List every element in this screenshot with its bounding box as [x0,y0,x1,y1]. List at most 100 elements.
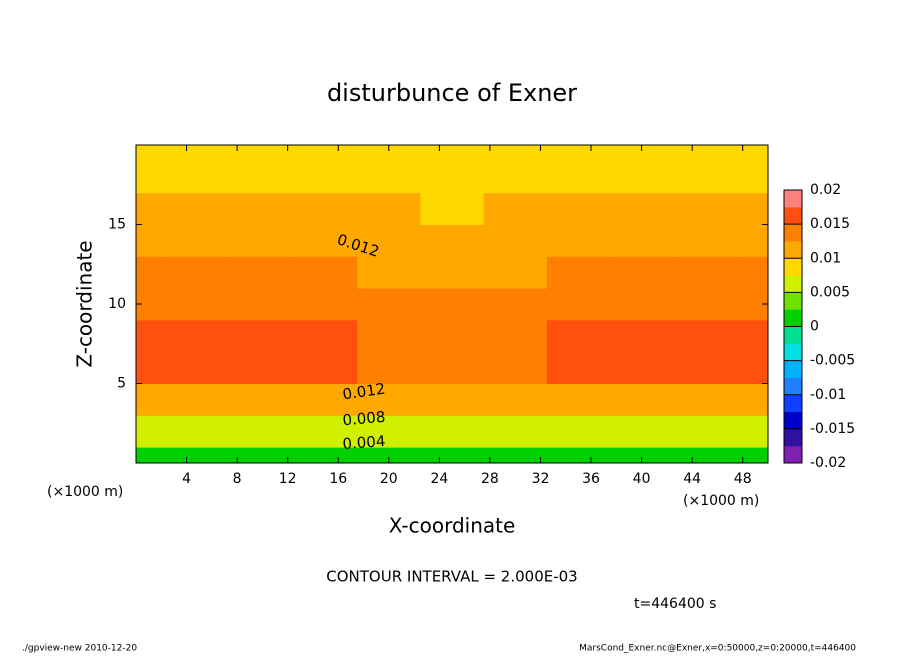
field-cell [546,288,611,321]
field-cell [483,145,548,162]
field-cell [420,145,485,162]
field-cell [167,256,232,289]
field-cell [294,192,358,225]
field-cell [420,160,485,194]
colorbar-band [784,377,802,396]
field-cell [294,351,358,384]
field-cell [294,145,358,162]
colorbar-tick-label: -0.02 [810,455,846,471]
colorbar-band [784,292,802,310]
field-cell [294,447,358,464]
field-cell [136,224,169,257]
contour-interval: CONTOUR INTERVAL = 2.000E-03 [326,568,577,586]
field-cell [546,224,611,257]
colorbar-band [784,241,802,259]
field-cell [230,288,295,321]
field-cell [136,256,169,289]
field-cell [546,447,611,464]
colorbar-band [784,411,802,430]
field-cell [546,192,611,225]
field-cell [167,224,232,257]
field-cell [483,288,548,321]
field-cell [136,447,169,464]
field-cell [546,415,611,448]
field-cell [420,192,485,225]
field-cell [483,351,548,384]
field-cell [546,145,611,162]
colorbar-tick-label: 0 [810,319,819,335]
field-cell [230,447,295,464]
field-cell [230,192,295,225]
colorbar-tick-label: -0.015 [810,421,855,437]
field-cell [420,224,485,257]
field-cell [610,415,674,448]
field-cell [736,145,769,162]
colorbar-band [784,326,802,344]
colorbar-band [784,428,802,447]
field-cell [357,256,421,289]
time-label: t=446400 s [634,596,716,612]
field-cell [736,256,769,289]
y-axis-label: Z-coordinate [73,240,97,367]
contour-label: 0.008 [342,408,386,430]
colorbar-tick-label: -0.005 [810,353,855,369]
field-cell [136,383,169,416]
field-cell [420,383,485,416]
field-cell [673,224,737,257]
field-cell [610,192,674,225]
field-cell [357,224,421,257]
field-cell [294,383,358,416]
x-tick-label: 24 [430,471,448,487]
field-cell [230,145,295,162]
field-cell [673,383,737,416]
field-cell [136,351,169,384]
field-cell [420,256,485,289]
field-cell [483,192,548,225]
field-cell [294,288,358,321]
field-cell [736,383,769,416]
x-tick-label: 48 [734,471,752,487]
chart-title: disturbunce of Exner [327,79,577,107]
contour-label: 0.004 [342,432,386,453]
colorbar-band [784,394,802,413]
field-cell [420,288,485,321]
field-cell [483,319,548,353]
field-cell [230,319,295,353]
field-cell [610,447,674,464]
field-cell [357,160,421,194]
field-cell [483,447,548,464]
field-cell [673,447,737,464]
colorbar-band [784,360,802,378]
field-cell [673,351,737,384]
field-cell [736,192,769,225]
field-cell [230,256,295,289]
field-cell [546,319,611,353]
colorbar-tick-label: -0.01 [810,387,846,403]
x-tick-label: 44 [683,471,701,487]
field-cell [483,256,548,289]
field-cell [610,145,674,162]
field-cell [136,160,169,194]
field-cell [736,224,769,257]
field-cell [673,415,737,448]
field-cell [673,319,737,353]
field-cell [357,447,421,464]
field-cell [736,415,769,448]
x-tick-label: 8 [233,471,242,487]
field-cell [357,288,421,321]
field-cell [610,288,674,321]
field-cell [673,256,737,289]
field-cell [483,224,548,257]
field-cell [546,351,611,384]
field-cell [420,447,485,464]
field-cell [483,383,548,416]
field-cell [294,319,358,353]
field-cell [294,415,358,448]
colorbar-band [784,275,802,293]
field-cell [736,319,769,353]
field-cell [673,288,737,321]
field-cell [610,224,674,257]
colorbar-tick-label: 0.015 [810,216,850,232]
colorbar-band [784,258,802,276]
